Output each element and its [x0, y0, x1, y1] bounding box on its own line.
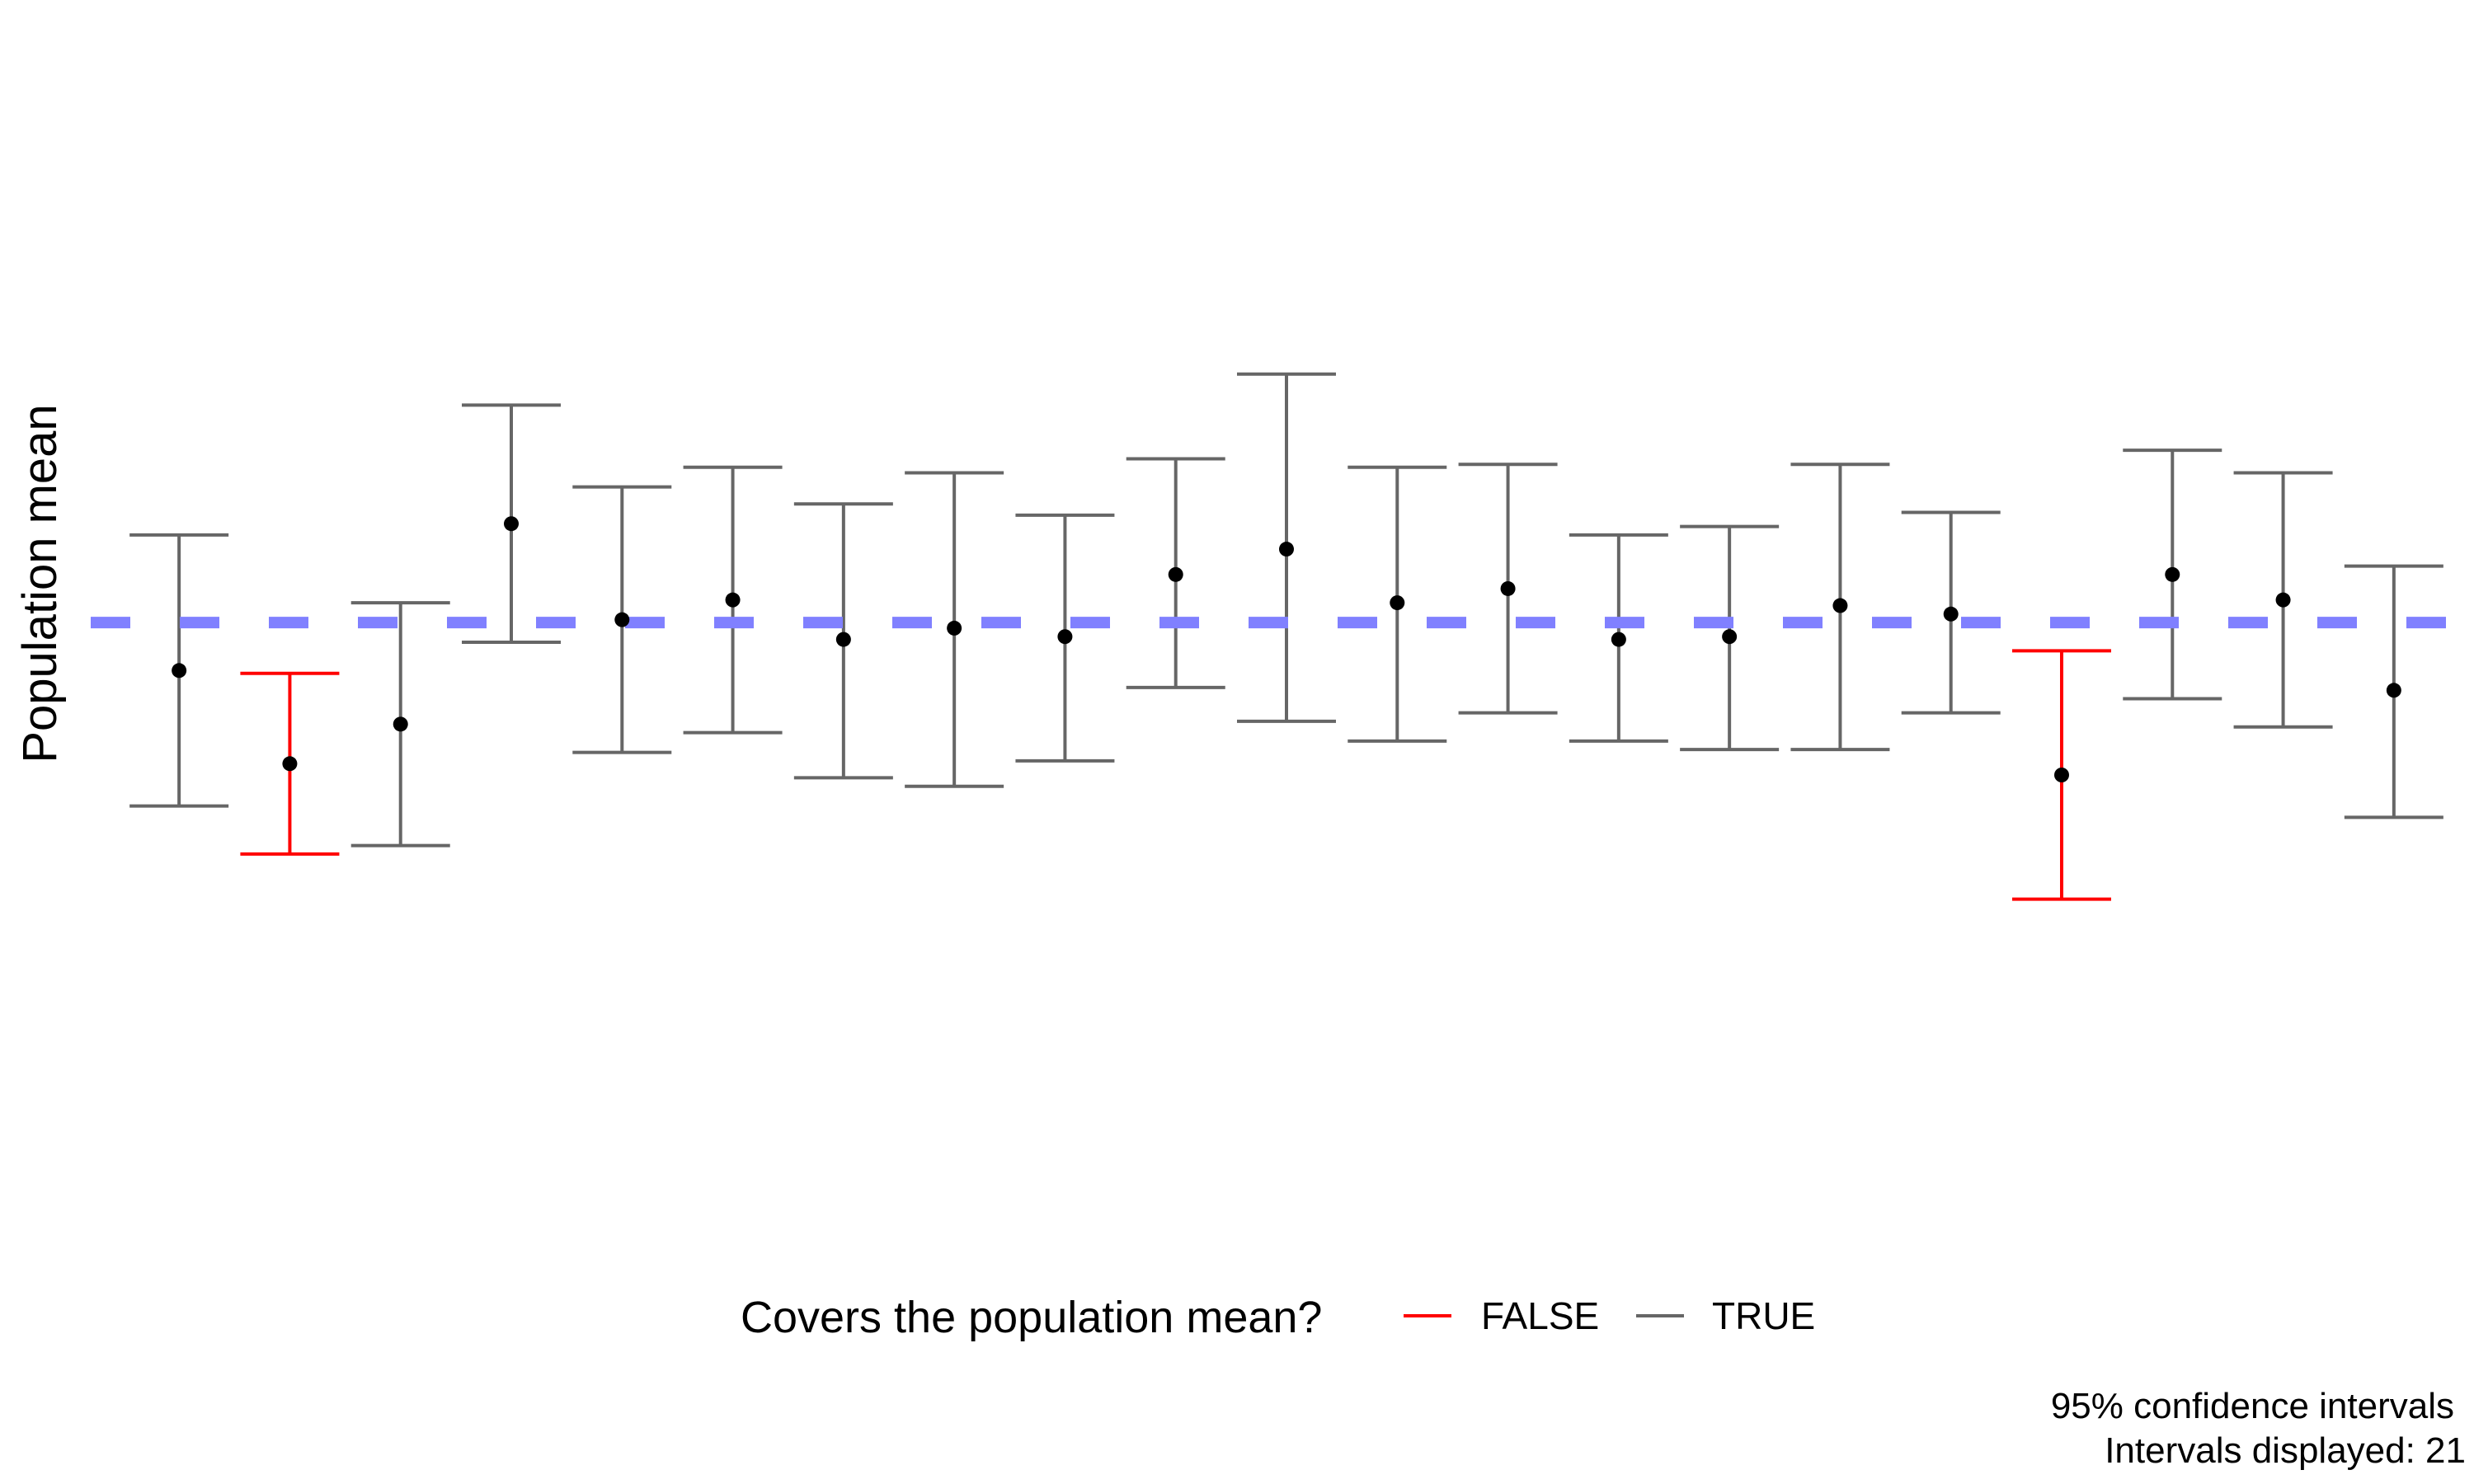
legend-title: Covers the population mean?: [741, 1293, 1322, 1342]
interval-6-mean-point: [725, 592, 741, 608]
interval-1-mean-point: [172, 663, 187, 679]
interval-11-mean-point: [1279, 542, 1294, 557]
interval-19-mean-point: [2165, 566, 2180, 582]
interval-13-mean-point: [1500, 580, 1516, 596]
interval-21-mean-point: [2386, 683, 2401, 698]
interval-20-mean-point: [2275, 592, 2291, 608]
legend-label-true: TRUE: [1712, 1294, 1815, 1337]
interval-3-mean-point: [393, 716, 408, 732]
y-axis-title: Population mean: [13, 404, 67, 763]
interval-12-mean-point: [1390, 595, 1405, 611]
interval-15-mean-point: [1722, 629, 1738, 645]
interval-2-mean-point: [282, 756, 298, 772]
intervals-layer: [129, 372, 2443, 901]
points-layer: [172, 516, 2401, 782]
interval-4-mean-point: [504, 516, 519, 532]
legend-label-false: FALSE: [1481, 1294, 1599, 1337]
legend: Covers the population mean? FALSE TRUE: [741, 1293, 1815, 1342]
interval-10-mean-point: [1168, 566, 1183, 582]
interval-5-mean-point: [614, 612, 630, 627]
caption-intervals-count: Intervals displayed: 21: [2105, 1430, 2466, 1471]
interval-14-mean-point: [1611, 632, 1626, 647]
caption-confidence-level: 95% confidence intervals: [2051, 1386, 2454, 1426]
interval-16-mean-point: [1832, 598, 1848, 613]
interval-9-mean-point: [1057, 629, 1073, 645]
interval-7-mean-point: [835, 632, 851, 647]
interval-18-mean-point: [2054, 768, 2069, 782]
interval-8-mean-point: [947, 620, 962, 636]
interval-17-mean-point: [1943, 606, 1959, 622]
